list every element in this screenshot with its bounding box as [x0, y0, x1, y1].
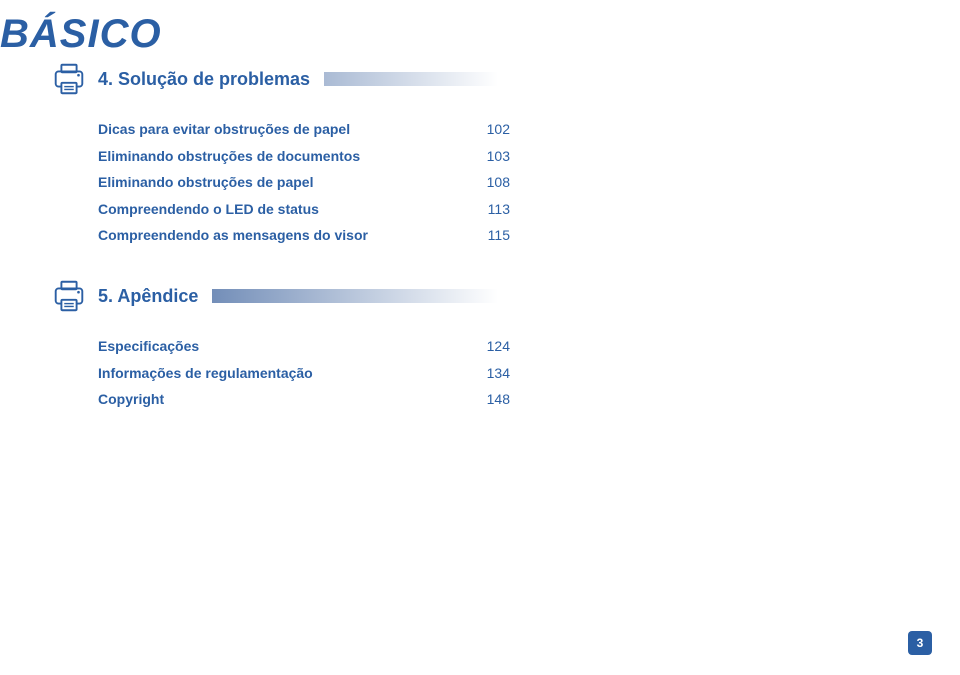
toc-label[interactable]: Compreendendo as mensagens do visor: [98, 222, 368, 249]
toc-label[interactable]: Copyright: [98, 386, 164, 413]
section-title: 5. Apêndice: [98, 287, 212, 305]
printer-icon: [50, 277, 88, 315]
toc-row: Especificações 124: [98, 333, 510, 360]
toc-page: 148: [470, 386, 510, 413]
section-header: 4. Solução de problemas: [50, 60, 510, 98]
toc-page: 103: [470, 143, 510, 170]
toc-label[interactable]: Especificações: [98, 333, 199, 360]
toc-row: Compreendendo as mensagens do visor 115: [98, 222, 510, 249]
toc-page: 115: [470, 222, 510, 249]
section-header: 5. Apêndice: [50, 277, 510, 315]
toc-label[interactable]: Dicas para evitar obstruções de papel: [98, 116, 350, 143]
toc-page: 113: [470, 196, 510, 223]
toc-page: 134: [470, 360, 510, 387]
toc-page: 102: [470, 116, 510, 143]
toc-list: Especificações 124 Informações de regula…: [50, 333, 510, 413]
toc-row: Eliminando obstruções de documentos 103: [98, 143, 510, 170]
page-number-badge: 3: [908, 631, 932, 655]
toc-page: 108: [470, 169, 510, 196]
toc-label[interactable]: Compreendendo o LED de status: [98, 196, 319, 223]
page-header: BÁSICO: [0, 0, 162, 57]
toc-section: 4. Solução de problemas Dicas para evita…: [50, 60, 510, 249]
toc-row: Dicas para evitar obstruções de papel 10…: [98, 116, 510, 143]
toc-label[interactable]: Informações de regulamentação: [98, 360, 313, 387]
toc-row: Compreendendo o LED de status 113: [98, 196, 510, 223]
toc-list: Dicas para evitar obstruções de papel 10…: [50, 116, 510, 249]
toc-section: 5. Apêndice Especificações 124 Informaçõ…: [50, 277, 510, 413]
toc-content: 4. Solução de problemas Dicas para evita…: [50, 60, 510, 441]
heading-wrap: 5. Apêndice: [98, 277, 510, 315]
printer-icon: [50, 60, 88, 98]
toc-label[interactable]: Eliminando obstruções de documentos: [98, 143, 360, 170]
toc-row: Eliminando obstruções de papel 108: [98, 169, 510, 196]
section-title: 4. Solução de problemas: [98, 70, 324, 88]
heading-wrap: 4. Solução de problemas: [98, 60, 510, 98]
toc-label[interactable]: Eliminando obstruções de papel: [98, 169, 313, 196]
toc-row: Informações de regulamentação 134: [98, 360, 510, 387]
toc-page: 124: [470, 333, 510, 360]
toc-row: Copyright 148: [98, 386, 510, 413]
